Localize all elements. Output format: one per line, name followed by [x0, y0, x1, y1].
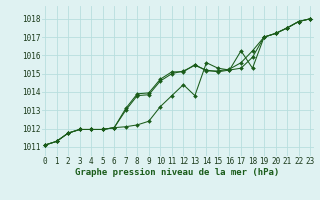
X-axis label: Graphe pression niveau de la mer (hPa): Graphe pression niveau de la mer (hPa)	[76, 168, 280, 177]
